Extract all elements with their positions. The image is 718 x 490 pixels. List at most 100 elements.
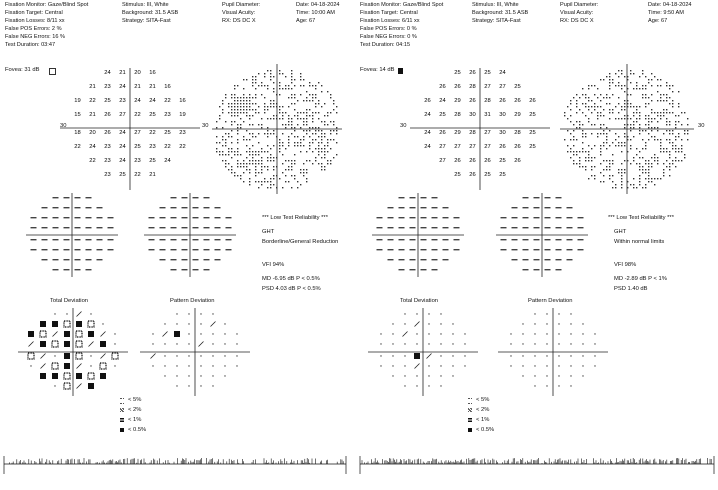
axis-label-right: 30 [698,123,705,129]
stimulus: Stimulus: III, White [122,2,169,8]
gaze-trace [361,458,712,464]
threshold-value: 26 [469,98,475,104]
deviation-ticks [500,197,584,271]
threshold-value: 24 [119,130,126,136]
threshold-value: 28 [469,130,475,136]
threshold-value: 22 [74,144,80,150]
threshold-value: 18 [74,130,80,136]
threshold-value: 26 [514,158,520,164]
fixation-target: Fixation Target: Central [5,10,63,16]
age: Age: 67 [296,18,316,24]
threshold-value: 24 [134,98,141,104]
threshold-value: 22 [89,158,95,164]
threshold-value: 25 [454,70,460,76]
threshold-values-grid: 24 21 20 16 21 23 24 21 21 16 19 22 25 23 24 24 22 16 15 21… [60,68,200,190]
threshold-value: 24 [119,158,126,164]
threshold-value: 26 [439,130,445,136]
threshold-value: 26 [514,144,520,150]
p5-symbol-icon [120,398,124,404]
threshold-value: 27 [499,84,505,90]
threshold-value: 22 [149,130,155,136]
reliability-warning: *** Low Test Reliability *** [608,215,674,221]
threshold-value: 24 [149,98,156,104]
gaze-tracking-plot [359,456,715,474]
threshold-value: 23 [104,158,110,164]
threshold-value: 27 [119,112,125,118]
threshold-value: 24 [104,70,111,76]
threshold-value: 25 [439,112,445,118]
vfi-value: VFI 98% [614,262,637,268]
fovea-value: Fovea: 31 dB [5,67,40,73]
fovea-value: Fovea: 14 dB [360,67,395,73]
legend-p1: < 1% [476,417,490,423]
threshold-value: 25 [134,144,140,150]
threshold-value: 27 [454,144,460,150]
md-value: MD -2.89 dB P < 1% [614,276,667,282]
threshold-values-grid: 25 26 25 24 26 26 28 27 27 25 26 24 29 26 28 26 26 26 24 25… [410,68,550,190]
test-duration: Test Duration: 03:47 [5,42,56,48]
legend-p5: < 5% [476,397,490,403]
threshold-value: 21 [89,112,95,118]
test-duration: Test Duration: 04:15 [360,42,411,48]
threshold-value: 24 [424,144,431,150]
threshold-value: 25 [499,172,505,178]
grayscale-texture [216,70,338,189]
threshold-value: 28 [484,98,490,104]
threshold-value: 24 [89,144,96,150]
threshold-value: 19 [74,98,80,104]
threshold-value: 24 [119,84,126,90]
total-deviation-title: Total Deviation [50,298,89,304]
threshold-value: 26 [484,158,490,164]
threshold-value: 25 [149,158,155,164]
threshold-value: 21 [134,84,140,90]
threshold-value: 25 [529,112,535,118]
gaze-trace [9,458,344,464]
false-pos-errors: False POS Errors: 2 % [5,26,62,32]
threshold-value: 25 [119,172,125,178]
fixation-monitor: Fixation Monitor: Gaze/Blind Spot [5,2,89,8]
threshold-value: 20 [89,130,95,136]
grayscale-texture [564,70,689,189]
false-neg-errors: False NEG Errors: 0 % [360,34,417,40]
date: Date: 04-18-2024 [648,2,692,8]
threshold-value: 26 [469,158,475,164]
legend-p05: < 0.5% [476,427,495,433]
time: Time: 9:50 AM [648,10,684,16]
threshold-value: 22 [164,144,170,150]
time: Time: 10:00 AM [296,10,335,16]
threshold-value: 23 [164,112,170,118]
threshold-value: 22 [164,98,170,104]
threshold-value: 24 [119,144,126,150]
fovea-symbol-icon [398,68,403,74]
pupil-diameter: Pupil Diameter: [560,2,599,8]
deviation-ticks [30,197,114,271]
md-value: MD -6.95 dB P < 0.5% [262,276,320,282]
total-deviation-probability-plot [368,308,478,396]
threshold-value: 26 [454,84,460,90]
threshold-value: 19 [179,112,185,118]
date: Date: 04-18-2024 [296,2,340,8]
p2-symbol-icon [120,408,124,412]
threshold-value: 16 [179,98,185,104]
threshold-value: 21 [89,84,95,90]
threshold-value: 27 [439,144,445,150]
pattern-deviation-values [496,193,588,277]
threshold-value: 24 [164,158,171,164]
threshold-value: 16 [149,70,155,76]
threshold-value: 27 [134,130,140,136]
threshold-value: 15 [74,112,80,118]
threshold-value: 25 [499,158,505,164]
deviation-ticks [148,197,232,271]
legend-p05: < 0.5% [128,427,147,433]
threshold-value: 23 [149,144,155,150]
p2-symbol-icon [468,408,472,412]
threshold-value: 24 [439,98,446,104]
pupil-diameter: Pupil Diameter: [222,2,261,8]
strategy: Strategy: SITA-Fast [472,18,521,24]
rx: RX: DS DC X [222,18,256,24]
threshold-value: 26 [514,98,520,104]
legend-p2: < 2% [476,407,490,413]
legend-p1: < 1% [128,417,142,423]
threshold-value: 30 [499,130,505,136]
axis-label-left: 30 [60,123,67,129]
